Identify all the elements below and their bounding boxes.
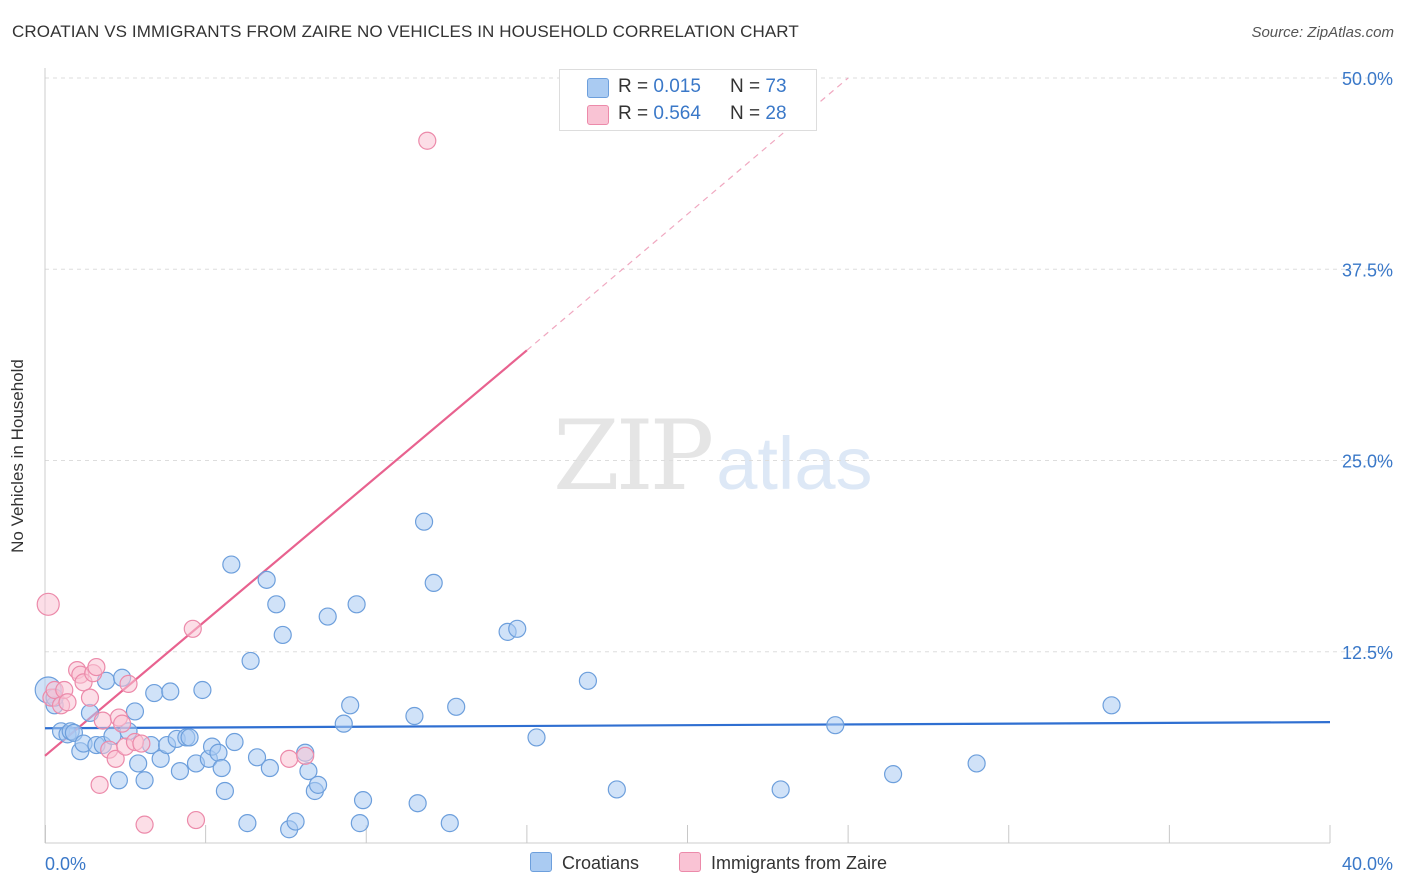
legend-n-value: 28 (765, 103, 787, 124)
croatians-point (341, 696, 360, 715)
croatians-point (247, 748, 267, 767)
y-tick-label: 25.0% (1342, 452, 1393, 472)
croatians-point (440, 814, 459, 833)
croatians-point (257, 570, 276, 589)
y-tick-label: 37.5% (1342, 260, 1393, 280)
croatians-point (1102, 696, 1121, 715)
legend-n-label: N = (730, 76, 766, 97)
chart-title: CROATIAN VS IMMIGRANTS FROM ZAIRE NO VEH… (12, 22, 799, 41)
croatians-point (967, 754, 986, 773)
zaire-point (93, 711, 112, 730)
zaire-swatch (679, 852, 701, 872)
zaire-point (119, 674, 138, 693)
croatians-point (241, 651, 260, 671)
croatians-point (222, 555, 241, 574)
croatians-point (408, 794, 427, 813)
trend-line-zaire (44, 349, 528, 757)
legend-n-value: 73 (765, 76, 787, 97)
croatians-point (350, 814, 369, 833)
croatians-point (215, 781, 234, 801)
zaire-point (106, 749, 125, 768)
bottom-legend-croatians: Croatians (530, 852, 639, 874)
bottom-legend-zaire: Immigrants from Zaire (679, 852, 887, 874)
trend-line-croatians (44, 721, 1331, 730)
croatians-label: Croatians (562, 853, 640, 873)
watermark-zip: ZIP (553, 400, 714, 512)
zaire-point (90, 775, 109, 794)
legend-r-value: 0.015 (653, 76, 701, 97)
croatians-point (308, 775, 328, 794)
zaire-point (418, 131, 437, 150)
croatians-point (267, 595, 286, 614)
croatians-point (334, 714, 353, 733)
axes (44, 68, 1331, 844)
croatians-point (883, 765, 903, 784)
zaire-point (183, 619, 202, 638)
croatians-point (212, 758, 231, 778)
croatians-point (193, 680, 212, 700)
zaire-label: Immigrants from Zaire (711, 853, 888, 873)
legend-n-label: N = (730, 103, 766, 124)
zaire-point (36, 592, 60, 616)
croatians-point (161, 682, 180, 701)
croatians-swatch (530, 852, 552, 872)
croatians-point (260, 758, 279, 778)
croatians-point (273, 625, 292, 645)
croatians-point (286, 812, 305, 831)
y-tick-label: 50.0% (1342, 69, 1393, 89)
croatians-point (447, 697, 466, 716)
legend-r-label: R = (618, 103, 654, 124)
croatians-point (414, 512, 434, 531)
source-credit: Source: ZipAtlas.com (1251, 24, 1394, 41)
data-points (34, 131, 1121, 839)
croatians-point (347, 595, 366, 614)
croatians-point (826, 716, 845, 735)
zaire-point (132, 734, 151, 753)
croatians-point (578, 671, 598, 690)
y-axis-label: No Vehicles in Household (8, 359, 27, 553)
legend-swatch-pink (587, 105, 609, 125)
watermark-atlas: atlas (716, 422, 873, 505)
croatians-point (771, 780, 790, 799)
croatians-point (405, 706, 424, 726)
y-tick-label: 12.5% (1342, 643, 1393, 663)
croatians-point (209, 743, 228, 762)
grid-lines (45, 77, 1392, 653)
zaire-point (280, 749, 299, 768)
legend-swatch-blue (587, 78, 609, 98)
zaire-point (112, 714, 132, 733)
croatians-point (607, 780, 626, 799)
zaire-point (80, 688, 100, 707)
trend-extension-zaire (526, 77, 849, 351)
croatians-point (145, 683, 164, 703)
zaire-point (186, 810, 206, 830)
legend-r-value: 0.564 (653, 103, 701, 124)
legend: R = 0.015 N = 73 R = 0.564 N = 28 (559, 69, 817, 131)
croatians-point (238, 814, 257, 833)
zaire-point (135, 815, 154, 834)
zaire-point (296, 746, 315, 765)
croatians-point (135, 771, 154, 790)
croatians-point (424, 573, 443, 593)
x-tick-label: 40.0% (1342, 854, 1393, 874)
croatians-point (318, 607, 337, 626)
croatians-point (109, 771, 128, 790)
croatians-point (353, 791, 373, 810)
zaire-point (87, 657, 106, 677)
zaire-point (58, 693, 77, 712)
croatians-point (129, 754, 148, 773)
legend-r-label: R = (618, 76, 654, 97)
trend-lines (44, 77, 1331, 757)
croatians-point (180, 728, 199, 747)
x-tick-label: 0.0% (45, 854, 86, 874)
croatians-point (527, 728, 546, 747)
croatians-point (508, 619, 527, 638)
croatians-point (225, 732, 244, 752)
watermark: ZIPatlas (553, 400, 873, 512)
croatians-point (125, 702, 145, 721)
tick-labels: 12.5% 25.0% 37.5% 50.0% 0.0% 40.0% (45, 69, 1393, 874)
croatians-point (170, 761, 190, 781)
bottom-legend: Croatians Immigrants from Zaire (0, 852, 1406, 878)
